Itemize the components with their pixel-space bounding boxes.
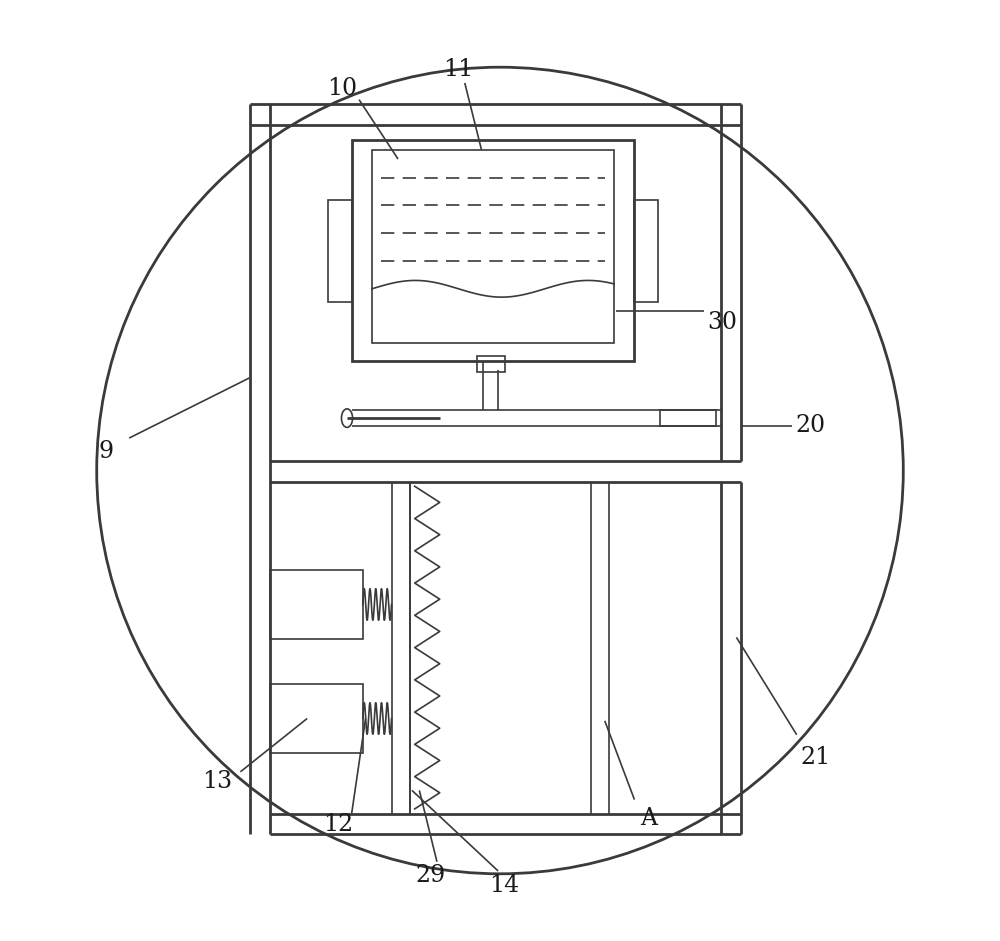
Text: 12: 12	[323, 813, 353, 837]
Bar	[270, 569, 363, 639]
Text: 9: 9	[98, 440, 114, 464]
Bar	[372, 150, 614, 343]
Bar	[270, 684, 363, 753]
Bar	[634, 199, 658, 302]
Bar	[477, 356, 505, 373]
Text: 21: 21	[800, 746, 830, 770]
Bar	[352, 140, 634, 361]
Text: 13: 13	[202, 770, 232, 792]
Text: 29: 29	[415, 864, 446, 887]
Text: 11: 11	[443, 58, 473, 82]
Text: 30: 30	[708, 311, 738, 334]
Text: 10: 10	[327, 77, 357, 100]
Bar	[660, 410, 716, 426]
Text: A: A	[640, 806, 657, 830]
Bar	[328, 199, 352, 302]
Text: 14: 14	[490, 874, 520, 898]
Text: 20: 20	[796, 414, 826, 438]
